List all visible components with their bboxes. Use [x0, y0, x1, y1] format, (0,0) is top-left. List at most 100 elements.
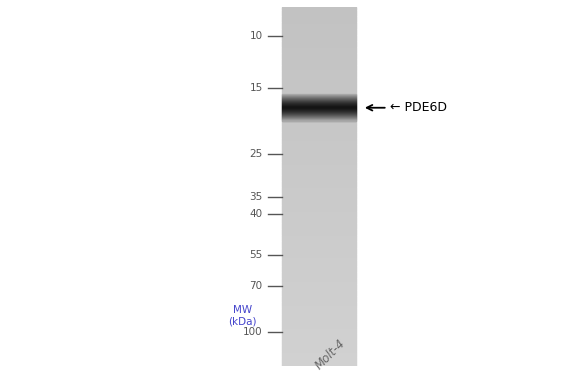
- Bar: [282, 252, 356, 254]
- Bar: [282, 242, 356, 243]
- Bar: [282, 63, 356, 64]
- Text: 15: 15: [249, 83, 262, 93]
- Bar: [282, 156, 356, 158]
- Bar: [282, 139, 356, 140]
- Bar: [282, 8, 356, 9]
- Bar: [282, 80, 356, 81]
- Bar: [282, 189, 356, 190]
- Bar: [282, 343, 356, 344]
- Bar: [282, 51, 356, 53]
- Bar: [282, 177, 356, 178]
- Bar: [282, 209, 356, 211]
- Bar: [282, 166, 356, 167]
- Bar: [282, 21, 356, 23]
- Bar: [282, 191, 356, 192]
- Bar: [282, 150, 356, 152]
- Bar: [282, 45, 356, 46]
- Bar: [282, 27, 356, 28]
- Bar: [282, 213, 356, 214]
- Bar: [282, 238, 356, 239]
- Bar: [282, 271, 356, 273]
- Bar: [282, 197, 356, 198]
- Bar: [282, 74, 356, 75]
- Bar: [282, 244, 356, 245]
- Bar: [282, 214, 356, 215]
- Bar: [282, 279, 356, 280]
- Bar: [282, 313, 356, 314]
- Bar: [282, 79, 356, 80]
- Bar: [282, 298, 356, 299]
- Bar: [282, 348, 356, 349]
- Bar: [282, 248, 356, 249]
- Bar: [282, 36, 356, 37]
- Bar: [282, 256, 356, 257]
- Bar: [282, 61, 356, 62]
- Bar: [282, 44, 356, 45]
- Bar: [282, 318, 356, 319]
- Text: 25: 25: [249, 149, 262, 159]
- Bar: [282, 299, 356, 300]
- Bar: [282, 340, 356, 341]
- Bar: [282, 159, 356, 160]
- Bar: [282, 201, 356, 202]
- Text: 40: 40: [250, 209, 262, 219]
- Bar: [282, 115, 356, 116]
- Bar: [282, 291, 356, 292]
- Bar: [282, 90, 356, 91]
- Bar: [282, 32, 356, 33]
- Bar: [282, 110, 356, 111]
- Bar: [282, 319, 356, 321]
- Bar: [282, 225, 356, 226]
- Bar: [282, 211, 356, 212]
- Bar: [282, 135, 356, 136]
- Bar: [282, 305, 356, 306]
- Bar: [282, 257, 356, 258]
- Bar: [282, 50, 356, 51]
- Bar: [282, 127, 356, 128]
- Bar: [282, 185, 356, 186]
- Bar: [282, 140, 356, 141]
- Bar: [282, 273, 356, 274]
- Bar: [282, 331, 356, 333]
- Bar: [282, 141, 356, 142]
- Bar: [282, 101, 356, 103]
- Bar: [282, 142, 356, 143]
- Bar: [282, 178, 356, 179]
- Bar: [282, 175, 356, 176]
- Bar: [282, 354, 356, 355]
- Bar: [282, 75, 356, 76]
- Bar: [282, 268, 356, 269]
- Bar: [282, 297, 356, 298]
- Bar: [282, 334, 356, 335]
- Bar: [282, 270, 356, 271]
- Bar: [282, 228, 356, 229]
- Bar: [282, 363, 356, 364]
- Bar: [282, 337, 356, 338]
- Bar: [282, 359, 356, 360]
- Bar: [282, 46, 356, 48]
- Bar: [282, 349, 356, 350]
- Bar: [282, 98, 356, 99]
- Bar: [282, 353, 356, 354]
- Bar: [282, 330, 356, 331]
- Bar: [282, 160, 356, 161]
- Bar: [282, 125, 356, 127]
- Bar: [282, 60, 356, 61]
- Bar: [282, 31, 356, 32]
- Text: 70: 70: [250, 281, 262, 291]
- Bar: [282, 321, 356, 322]
- Bar: [282, 118, 356, 119]
- Bar: [282, 40, 356, 42]
- Bar: [282, 86, 356, 87]
- Bar: [282, 259, 356, 261]
- Bar: [282, 39, 356, 40]
- Bar: [282, 227, 356, 228]
- Bar: [282, 169, 356, 170]
- Bar: [282, 325, 356, 327]
- Bar: [282, 92, 356, 93]
- Bar: [282, 265, 356, 266]
- Bar: [282, 345, 356, 347]
- Bar: [282, 77, 356, 79]
- Bar: [282, 195, 356, 196]
- Bar: [282, 324, 356, 325]
